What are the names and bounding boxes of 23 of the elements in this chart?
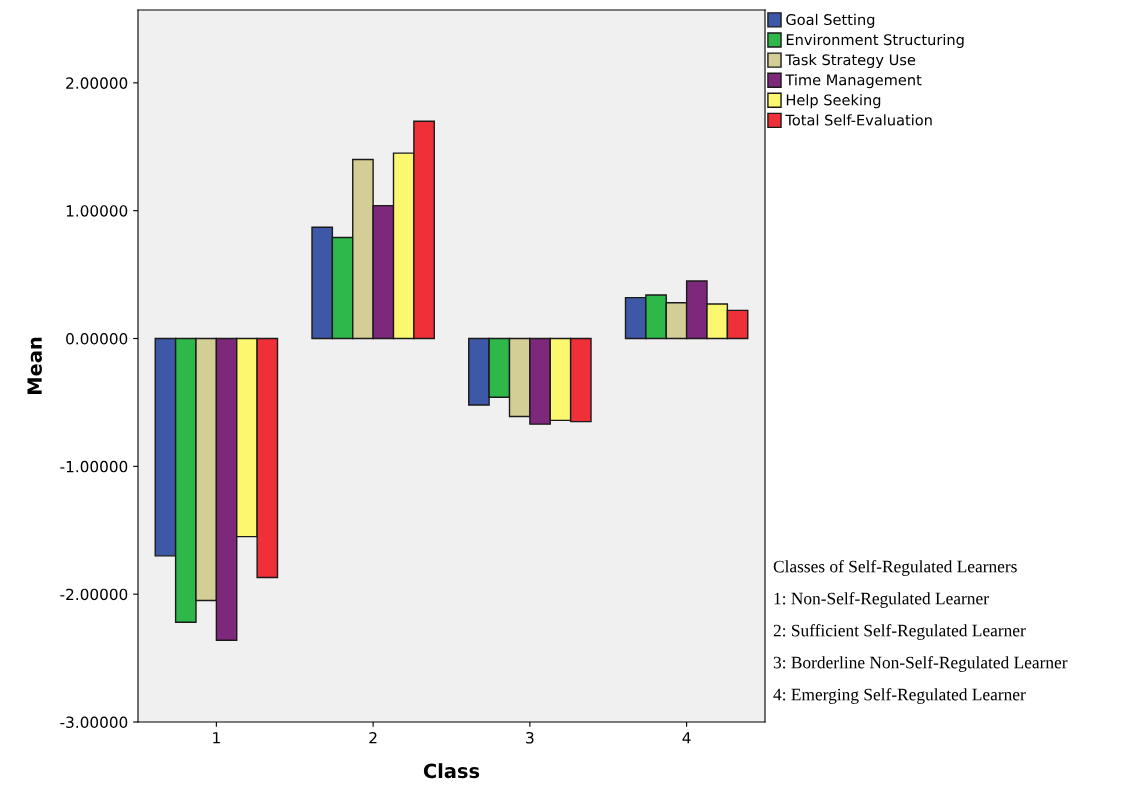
y-axis-title: Mean bbox=[27, 337, 42, 394]
y-tick-label: 2.00000 bbox=[66, 77, 128, 89]
x-tick-label: 4 bbox=[682, 732, 691, 744]
text: 3: Borderline Non-Self-Regulated Learner bbox=[773, 656, 1068, 672]
text: 1: Non-Self-Regulated Learner bbox=[774, 592, 989, 608]
text: 2: Sufficient Self-Regulated Learner bbox=[773, 624, 1026, 640]
y-tick-label: 1.00000 bbox=[66, 205, 128, 217]
x-tick-label: 3 bbox=[526, 731, 534, 744]
y-tick-label: -2.00000 bbox=[60, 588, 128, 601]
legend-label: Task Strategy Use bbox=[785, 53, 916, 69]
legend-label: Goal Setting bbox=[786, 13, 875, 28]
x-tick-label: 2 bbox=[369, 731, 377, 744]
text: 4: Emerging Self-Regulated Learner bbox=[773, 688, 1026, 704]
x-axis-title: Class bbox=[423, 763, 480, 779]
legend-label: Total Self-Evaluation bbox=[785, 114, 932, 126]
legend-label: Environment Structuring bbox=[786, 33, 964, 48]
y-tick-label: -3.00000 bbox=[60, 716, 128, 729]
text: Classes of Self-Regulated Learners bbox=[773, 560, 1017, 576]
y-tick-label: -1.00000 bbox=[60, 460, 128, 473]
legend-label: Help Seeking bbox=[786, 94, 881, 109]
y-tick-label: 0.00000 bbox=[66, 332, 128, 345]
x-tick-label: 1 bbox=[213, 732, 220, 744]
legend-label: Time Management bbox=[785, 74, 922, 89]
